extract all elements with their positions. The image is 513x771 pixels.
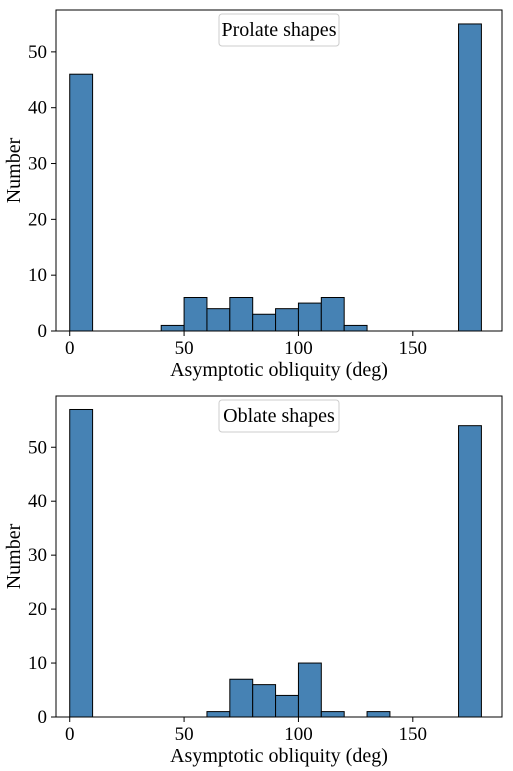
- histogram-bar: [458, 425, 482, 718]
- y-axis-label: Number: [3, 137, 25, 203]
- bars: [69, 23, 482, 332]
- histogram-bar: [297, 302, 322, 332]
- histogram-bar: [160, 324, 185, 332]
- histogram-bar: [275, 694, 299, 718]
- histogram-bar: [206, 308, 231, 332]
- x-tick-label: 0: [65, 338, 75, 359]
- histogram-bar: [343, 324, 368, 332]
- y-tick-label: 50: [28, 42, 47, 63]
- y-tick-label: 20: [28, 599, 47, 620]
- annotation-label: Oblate shapes: [223, 405, 335, 427]
- histogram-bar: [229, 678, 254, 718]
- histogram-bar: [320, 711, 345, 718]
- histogram-bar: [252, 313, 277, 332]
- histogram-bar: [229, 297, 254, 332]
- annotation-frame: [218, 399, 340, 433]
- x-axis-label: Asymptotic obliquity (deg): [170, 359, 388, 381]
- y-axis: 0 10 20 30 40 50: [28, 437, 56, 728]
- annotation-label: Prolate shapes: [222, 19, 337, 41]
- y-axis-label: Number: [3, 523, 25, 589]
- annotation-box: Oblate shapes: [218, 399, 340, 433]
- x-tick-label: 0: [65, 724, 75, 745]
- bars: [69, 408, 482, 718]
- y-tick-label: 10: [28, 653, 47, 674]
- annotation-box: Prolate shapes: [218, 13, 340, 47]
- histogram-bar: [320, 297, 345, 332]
- x-tick-label: 150: [399, 338, 428, 359]
- x-tick-label: 150: [399, 724, 428, 745]
- histogram-bar: [366, 711, 391, 718]
- histogram-bar: [69, 408, 94, 718]
- histogram-bar: [275, 308, 299, 332]
- annotation-frame: [218, 13, 340, 47]
- y-tick-label: 0: [38, 321, 48, 342]
- x-axis-label: Asymptotic obliquity (deg): [170, 745, 388, 767]
- x-tick-label: 100: [284, 338, 313, 359]
- y-axis: 0 10 20 30 40 50: [28, 42, 56, 342]
- y-tick-label: 30: [28, 545, 47, 566]
- y-tick-label: 20: [28, 209, 47, 230]
- x-tick-label: 50: [175, 338, 194, 359]
- x-axis: 0 50 100 150: [65, 717, 427, 745]
- y-tick-label: 40: [28, 491, 47, 512]
- histogram-bar: [252, 684, 277, 718]
- x-axis: 0 50 100 150: [65, 331, 427, 359]
- histogram-bar: [206, 711, 231, 718]
- histogram-bar: [458, 23, 482, 332]
- histogram-bar: [69, 73, 94, 332]
- plot-frame: [55, 9, 503, 332]
- y-tick-label: 50: [28, 437, 47, 458]
- y-tick-label: 0: [38, 707, 48, 728]
- y-tick-label: 30: [28, 154, 47, 175]
- x-tick-label: 50: [175, 724, 194, 745]
- histogram-bar: [297, 662, 322, 718]
- histogram-bar: [183, 297, 208, 332]
- y-tick-label: 40: [28, 98, 47, 119]
- x-tick-label: 100: [284, 724, 313, 745]
- plot-frame: [55, 395, 503, 718]
- y-tick-label: 10: [28, 265, 47, 286]
